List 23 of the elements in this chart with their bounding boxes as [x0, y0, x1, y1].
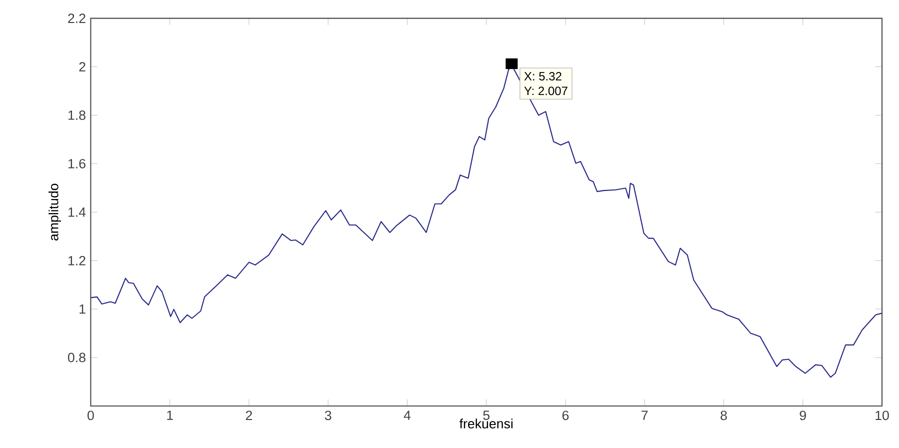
x-tick-label: 4 [404, 410, 411, 420]
y-axis-title: amplitudo [48, 184, 61, 240]
x-tick-label: 8 [720, 410, 727, 420]
y-tick-label: 1 [80, 304, 86, 314]
x-axis-title: frekuensi [459, 418, 513, 428]
x-tick-label: 3 [324, 410, 332, 420]
x-tick-label: 7 [642, 410, 648, 420]
annotation: Y: 2.007 [524, 86, 568, 96]
x-tick-label: 6 [562, 410, 569, 420]
x-tick-label: 2 [246, 410, 252, 420]
y-tick-label: 0.8 [68, 352, 86, 362]
y-tick-label: 1.8 [68, 110, 86, 120]
x-tick-label: 10 [876, 410, 889, 420]
x-tick-label: 1 [167, 410, 173, 420]
y-tick-label: 1.2 [68, 256, 86, 266]
y-tick-label: 2.2 [68, 14, 86, 23]
x-tick-label: 0 [88, 410, 94, 420]
x-tick-label: 9 [800, 410, 806, 420]
x-tick-label: 5 [483, 410, 490, 420]
y-tick-label: 2 [79, 62, 86, 72]
y-tick-label: 1.4 [68, 208, 86, 217]
y-tick-label: 1.6 [68, 158, 86, 168]
annotation: X: 5.32 [524, 72, 562, 80]
